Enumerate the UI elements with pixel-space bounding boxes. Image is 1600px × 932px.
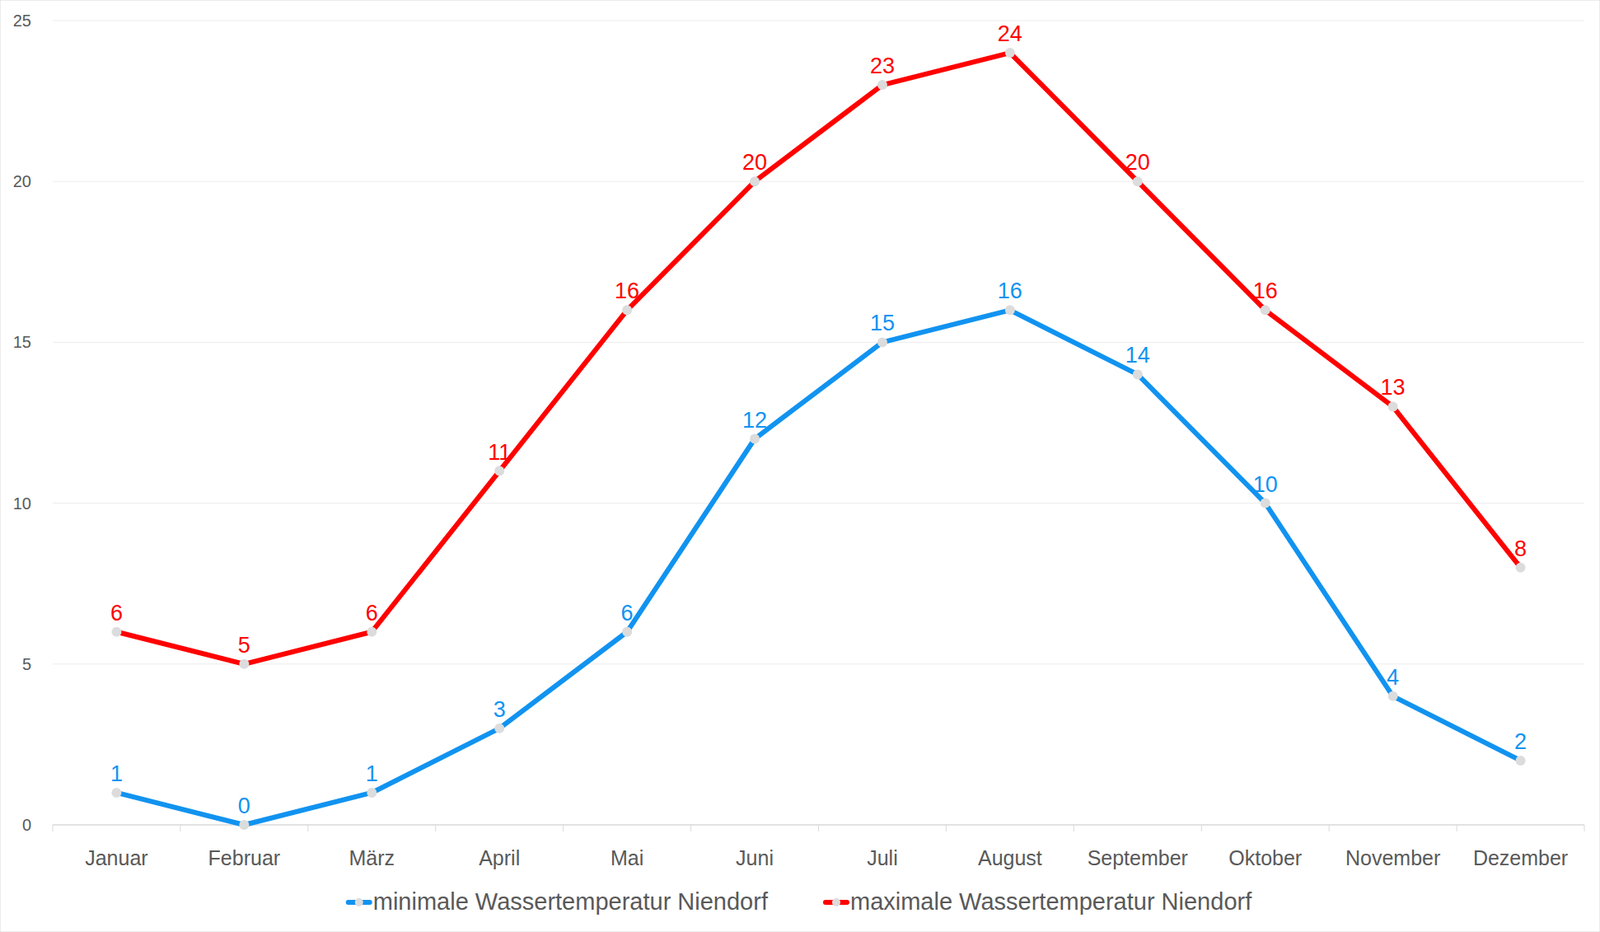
- x-tick-label: März: [349, 846, 396, 870]
- data-point: [877, 336, 888, 347]
- x-tick-label: Dezember: [1473, 846, 1568, 870]
- data-point: [366, 787, 377, 798]
- x-tick-label: Oktober: [1228, 846, 1302, 870]
- data-label: 2: [1514, 729, 1527, 754]
- x-axis-divider: [52, 824, 54, 832]
- legend: minimale Wassertemperatur Niendorf maxima…: [348, 888, 1253, 915]
- legend-label: maximale Wassertemperatur Niendorf: [850, 888, 1253, 915]
- chart-container: 0510152025JanuarFebruarMärzAprilMaiJuniJ…: [0, 0, 1600, 932]
- x-axis-divider: [1073, 824, 1075, 832]
- data-point: [622, 626, 632, 637]
- data-label: 6: [110, 600, 123, 626]
- grid-line: [52, 502, 1585, 504]
- x-axis-divider: [562, 824, 564, 832]
- data-point: [1260, 498, 1271, 509]
- x-tick-label: Januar: [84, 846, 148, 870]
- legend-marker: [832, 898, 841, 907]
- x-axis-divider: [945, 824, 947, 832]
- data-label: 1: [110, 761, 123, 786]
- data-point: [238, 659, 249, 670]
- data-label: 11: [487, 439, 511, 465]
- x-tick-label: April: [478, 846, 520, 870]
- x-tick-label: Juni: [735, 846, 774, 870]
- legend-label: minimale Wassertemperatur Niendorf: [373, 888, 769, 915]
- data-label: 0: [238, 793, 251, 819]
- data-point: [749, 176, 760, 187]
- x-tick-label: Juli: [866, 846, 899, 870]
- data-label: 1: [365, 761, 379, 786]
- data-point: [1132, 176, 1143, 187]
- data-label: 20: [1125, 149, 1151, 175]
- data-labels: 1013612151614104265611162023242016138: [110, 21, 1527, 819]
- y-grid: [52, 20, 1585, 825]
- grid-line: [52, 20, 1585, 22]
- x-axis-divider: [1456, 824, 1458, 832]
- data-point: [238, 819, 249, 830]
- chart-svg: 0510152025JanuarFebruarMärzAprilMaiJuniJ…: [0, 0, 1600, 932]
- chart-background: [0, 0, 1600, 932]
- y-tick-label: 10: [13, 494, 32, 513]
- data-point: [622, 304, 632, 315]
- x-tick-label: Februar: [208, 846, 281, 870]
- data-label: 6: [621, 600, 634, 626]
- data-label: 15: [870, 310, 895, 336]
- data-point: [111, 626, 122, 637]
- data-label: 24: [997, 21, 1023, 47]
- legend-item: maximale Wassertemperatur Niendorf: [825, 888, 1253, 915]
- data-point: [1388, 691, 1399, 702]
- x-axis-divider: [818, 824, 819, 832]
- y-tick-label: 0: [22, 815, 32, 834]
- series-line: [116, 52, 1521, 665]
- data-point: [1005, 304, 1016, 315]
- data-label: 16: [997, 278, 1023, 304]
- data-label: 12: [742, 407, 768, 433]
- y-tick-label: 5: [22, 654, 32, 674]
- y-tick-label: 25: [13, 11, 32, 30]
- series-line: [116, 309, 1521, 825]
- data-point: [1388, 401, 1399, 412]
- x-axis-divider: [690, 824, 692, 832]
- x-axis-divider: [1201, 824, 1203, 832]
- data-label: 4: [1386, 664, 1399, 690]
- x-axis-divider: [435, 824, 436, 832]
- data-point: [494, 466, 505, 477]
- data-point: [111, 787, 122, 798]
- data-label: 3: [493, 697, 506, 722]
- x-axis-divider: [1328, 824, 1330, 832]
- x-tick-label: Mai: [610, 846, 644, 870]
- x-axis-divider: [307, 824, 309, 832]
- y-tick-label: 15: [13, 332, 32, 351]
- grid-line: [52, 663, 1585, 665]
- x-tick-label: November: [1345, 846, 1441, 870]
- data-point: [1515, 562, 1526, 573]
- data-label: 10: [1253, 472, 1278, 497]
- data-point: [1260, 304, 1271, 315]
- y-tick-label: 20: [13, 172, 32, 191]
- data-label: 20: [742, 149, 768, 175]
- data-label: 16: [614, 278, 640, 304]
- data-point: [494, 723, 505, 734]
- data-label: 23: [870, 53, 895, 79]
- data-label: 8: [1514, 536, 1527, 562]
- x-tick-label: August: [977, 846, 1043, 870]
- data-point: [366, 626, 377, 637]
- plot-area: [111, 47, 1526, 830]
- legend-marker: [355, 898, 364, 907]
- data-point: [1005, 47, 1016, 58]
- data-label: 13: [1380, 374, 1406, 400]
- x-tick-label: September: [1087, 846, 1189, 870]
- data-label: 6: [365, 600, 379, 626]
- legend-item: minimale Wassertemperatur Niendorf: [348, 888, 769, 915]
- data-point: [877, 79, 888, 90]
- data-point: [749, 434, 760, 445]
- data-point: [1132, 369, 1143, 379]
- x-axis-divider: [179, 824, 181, 832]
- data-label: 14: [1125, 342, 1151, 368]
- data-label: 5: [238, 632, 251, 658]
- x-axis-divider: [1584, 824, 1586, 832]
- grid-line: [52, 181, 1585, 183]
- data-point: [1515, 755, 1526, 766]
- grid-line: [52, 341, 1585, 343]
- data-label: 16: [1253, 278, 1278, 304]
